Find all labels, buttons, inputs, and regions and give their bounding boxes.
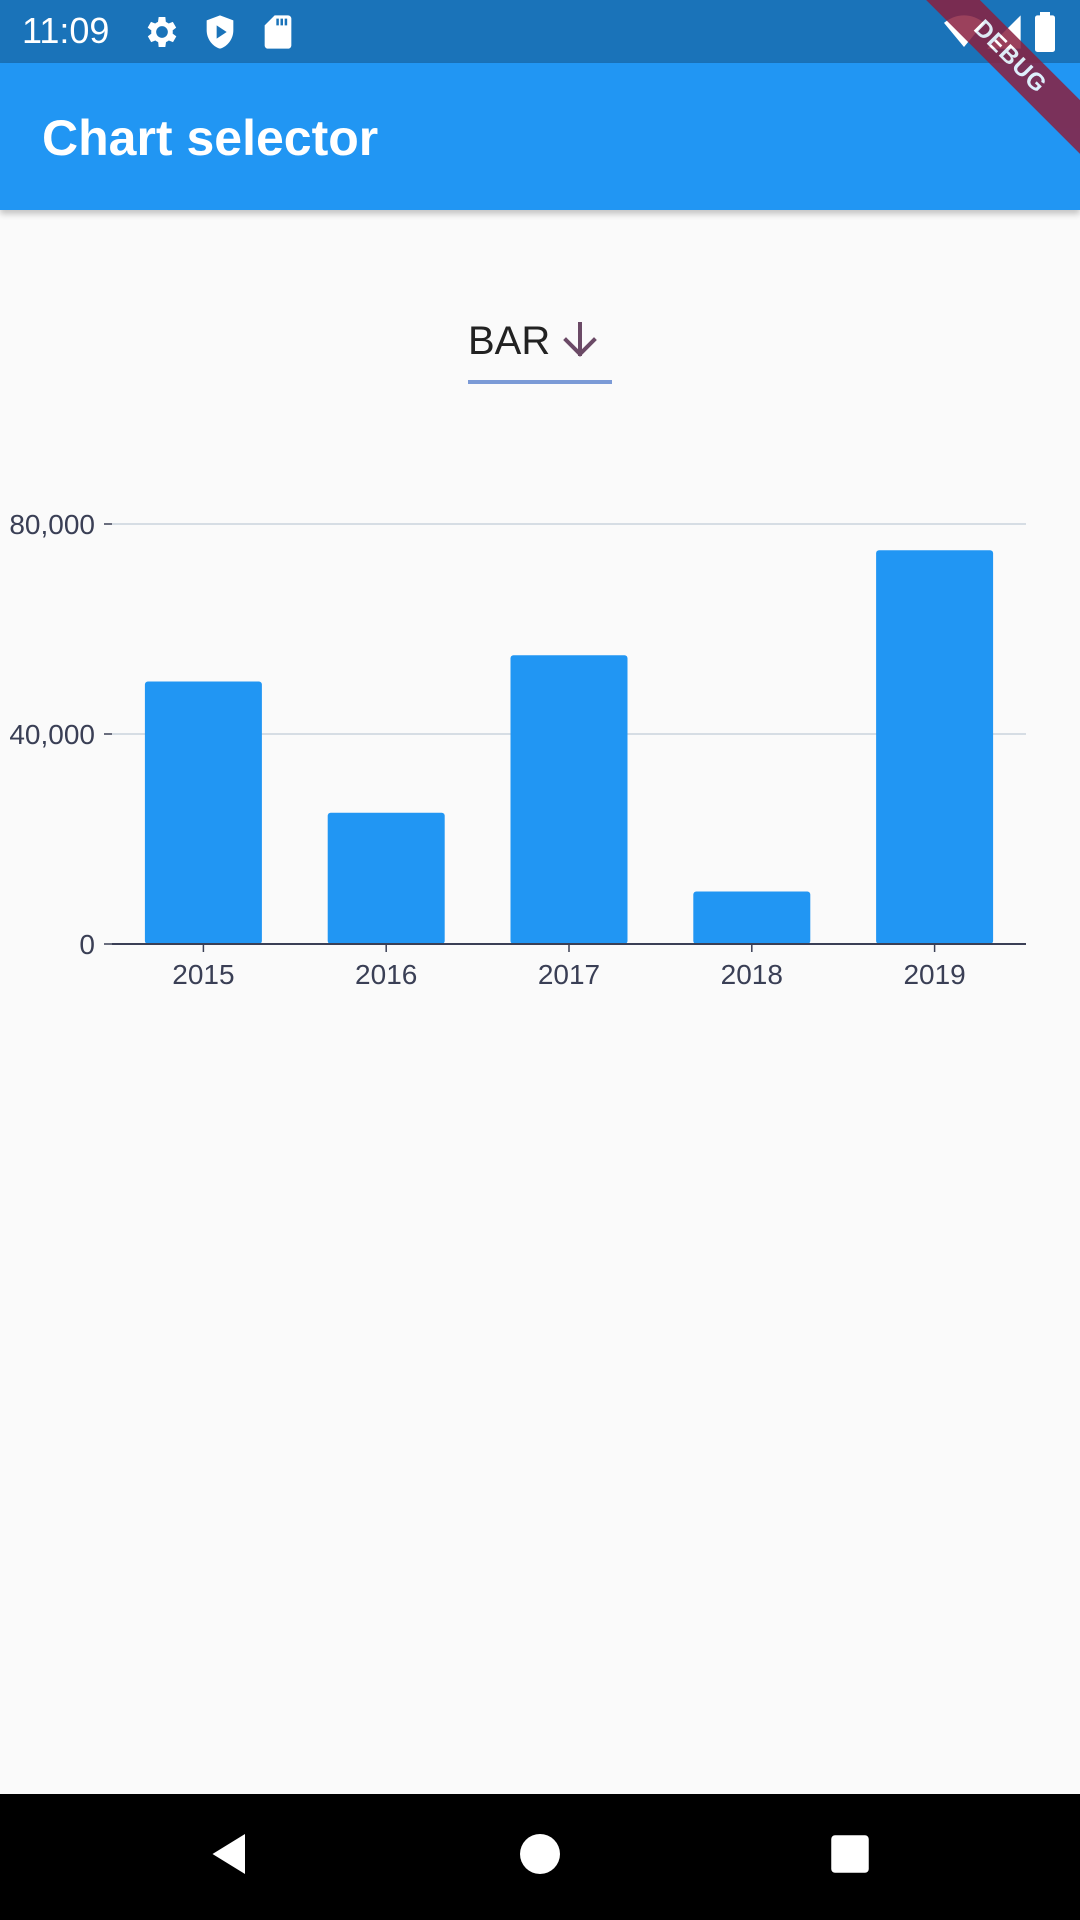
bar [510,655,628,944]
recents-icon[interactable] [820,1824,880,1884]
sd-card-icon [258,12,298,52]
bar [693,891,811,944]
x-tick-label: 2017 [538,959,600,990]
y-tick-label: 80,000 [9,509,95,540]
x-tick-label: 2019 [903,959,965,990]
chart-type-value: BAR [468,319,551,363]
y-tick-label: 0 [79,929,95,960]
dropdown-underline [468,380,612,384]
home-icon[interactable] [510,1824,570,1884]
app-title: Chart selector [42,110,379,166]
x-tick-label: 2016 [355,959,417,990]
battery-icon [1030,12,1060,53]
bar-chart: 0 40,000 80,000 2015 2016 2017 2018 2019 [9,509,1026,990]
x-tick-label: 2015 [172,959,234,990]
x-tick-label: 2018 [721,959,783,990]
status-bar: 11:09 [0,0,1080,63]
bar [144,681,262,944]
arrow-down-icon [556,316,604,364]
bar [327,812,445,944]
y-tick-label: 40,000 [9,719,95,750]
shield-play-icon [200,12,240,52]
chart-type-dropdown[interactable]: BAR [468,312,612,384]
app-bar: Chart selector [0,63,1080,210]
bar [876,550,994,944]
gear-icon [142,12,182,52]
back-icon[interactable] [200,1824,260,1884]
navigation-bar [0,1794,1080,1920]
status-time: 11:09 [22,10,110,51]
